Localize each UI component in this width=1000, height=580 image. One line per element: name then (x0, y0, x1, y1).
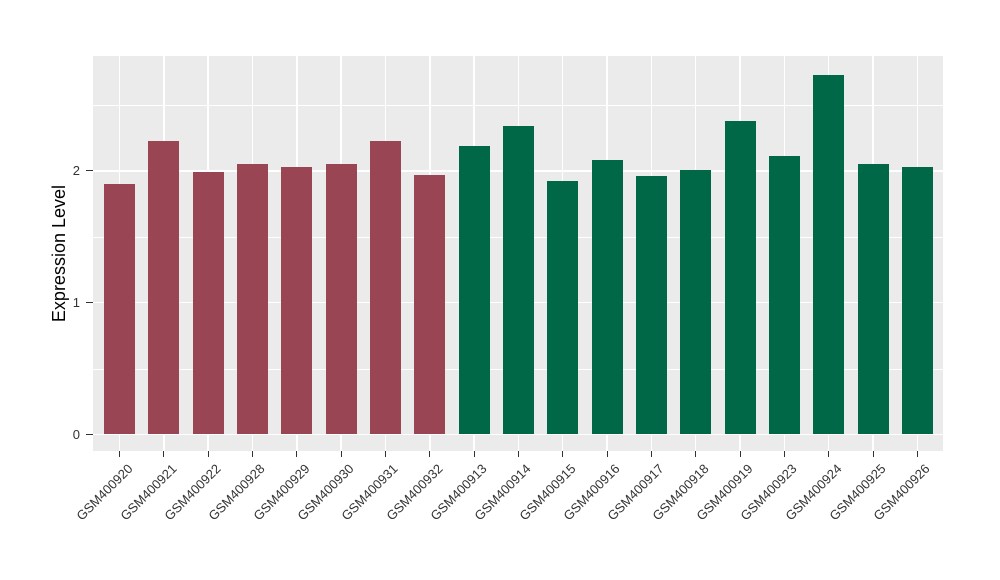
y-tick-label: 0 (72, 426, 80, 442)
y-axis-title: Expression Level (44, 56, 74, 451)
x-tick-mark (163, 451, 165, 457)
bar-GSM400915 (547, 181, 579, 435)
bar-GSM400932 (414, 174, 446, 435)
x-tick-mark (650, 451, 653, 457)
x-tick-mark (207, 451, 209, 457)
bar-GSM400921 (148, 140, 180, 435)
bar-GSM400914 (502, 126, 534, 435)
x-tick-mark (251, 451, 254, 457)
bar-GSM400925 (857, 164, 889, 435)
bar-GSM400917 (635, 176, 667, 435)
x-tick-mark (429, 451, 431, 457)
bar-GSM400929 (281, 166, 313, 435)
bar-GSM400926 (901, 166, 933, 435)
bar-GSM400930 (325, 164, 357, 435)
y-tick-mark (86, 433, 93, 436)
y-tick-mark (86, 170, 93, 172)
bar-GSM400924 (813, 74, 845, 435)
x-tick-mark (517, 451, 520, 457)
bar-GSM400913 (458, 145, 490, 435)
x-tick-mark (783, 451, 786, 457)
bar-GSM400919 (724, 120, 756, 435)
x-tick-label: GSM400926 (870, 461, 934, 524)
x-tick-label-wrap: GSM400926 (702, 460, 933, 523)
x-tick-mark (384, 451, 387, 457)
bar-GSM400923 (768, 156, 800, 435)
y-tick-label: 1 (72, 294, 80, 310)
plot-panel (93, 56, 943, 451)
bar-GSM400928 (236, 164, 268, 435)
x-tick-mark (916, 451, 919, 457)
bar-GSM400922 (192, 172, 224, 435)
x-tick-mark (606, 451, 608, 457)
x-tick-mark (872, 451, 874, 457)
bar-GSM400931 (369, 140, 401, 435)
bar-GSM400918 (680, 169, 712, 435)
bar-GSM400920 (104, 184, 135, 435)
x-tick-mark (695, 451, 697, 457)
y-tick-label: 2 (72, 162, 80, 178)
bar-GSM400916 (591, 160, 623, 435)
y-tick-mark (86, 302, 93, 304)
x-tick-mark (739, 451, 741, 457)
x-tick-mark (473, 451, 475, 457)
x-tick-mark (828, 451, 830, 457)
x-tick-mark (296, 451, 298, 457)
x-tick-mark (118, 451, 121, 457)
x-tick-mark (340, 451, 342, 457)
x-tick-mark (562, 451, 564, 457)
